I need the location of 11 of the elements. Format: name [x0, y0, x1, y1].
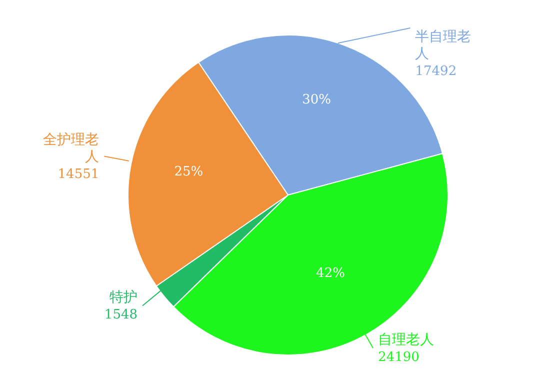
data-label: 17492 — [415, 64, 457, 79]
text: 25% — [174, 164, 204, 180]
slice-label: 全护理老人 — [43, 132, 100, 165]
text: 30% — [302, 92, 332, 108]
data-label: 24190 — [378, 350, 420, 366]
slice-label: 特护 — [110, 290, 138, 306]
data-label: 14551 — [58, 166, 100, 182]
slice-label: 半自理老人 — [415, 29, 472, 62]
data-label: 1548 — [104, 308, 138, 323]
slice-label: 自理老人 — [378, 332, 434, 348]
text: 42% — [316, 266, 345, 281]
